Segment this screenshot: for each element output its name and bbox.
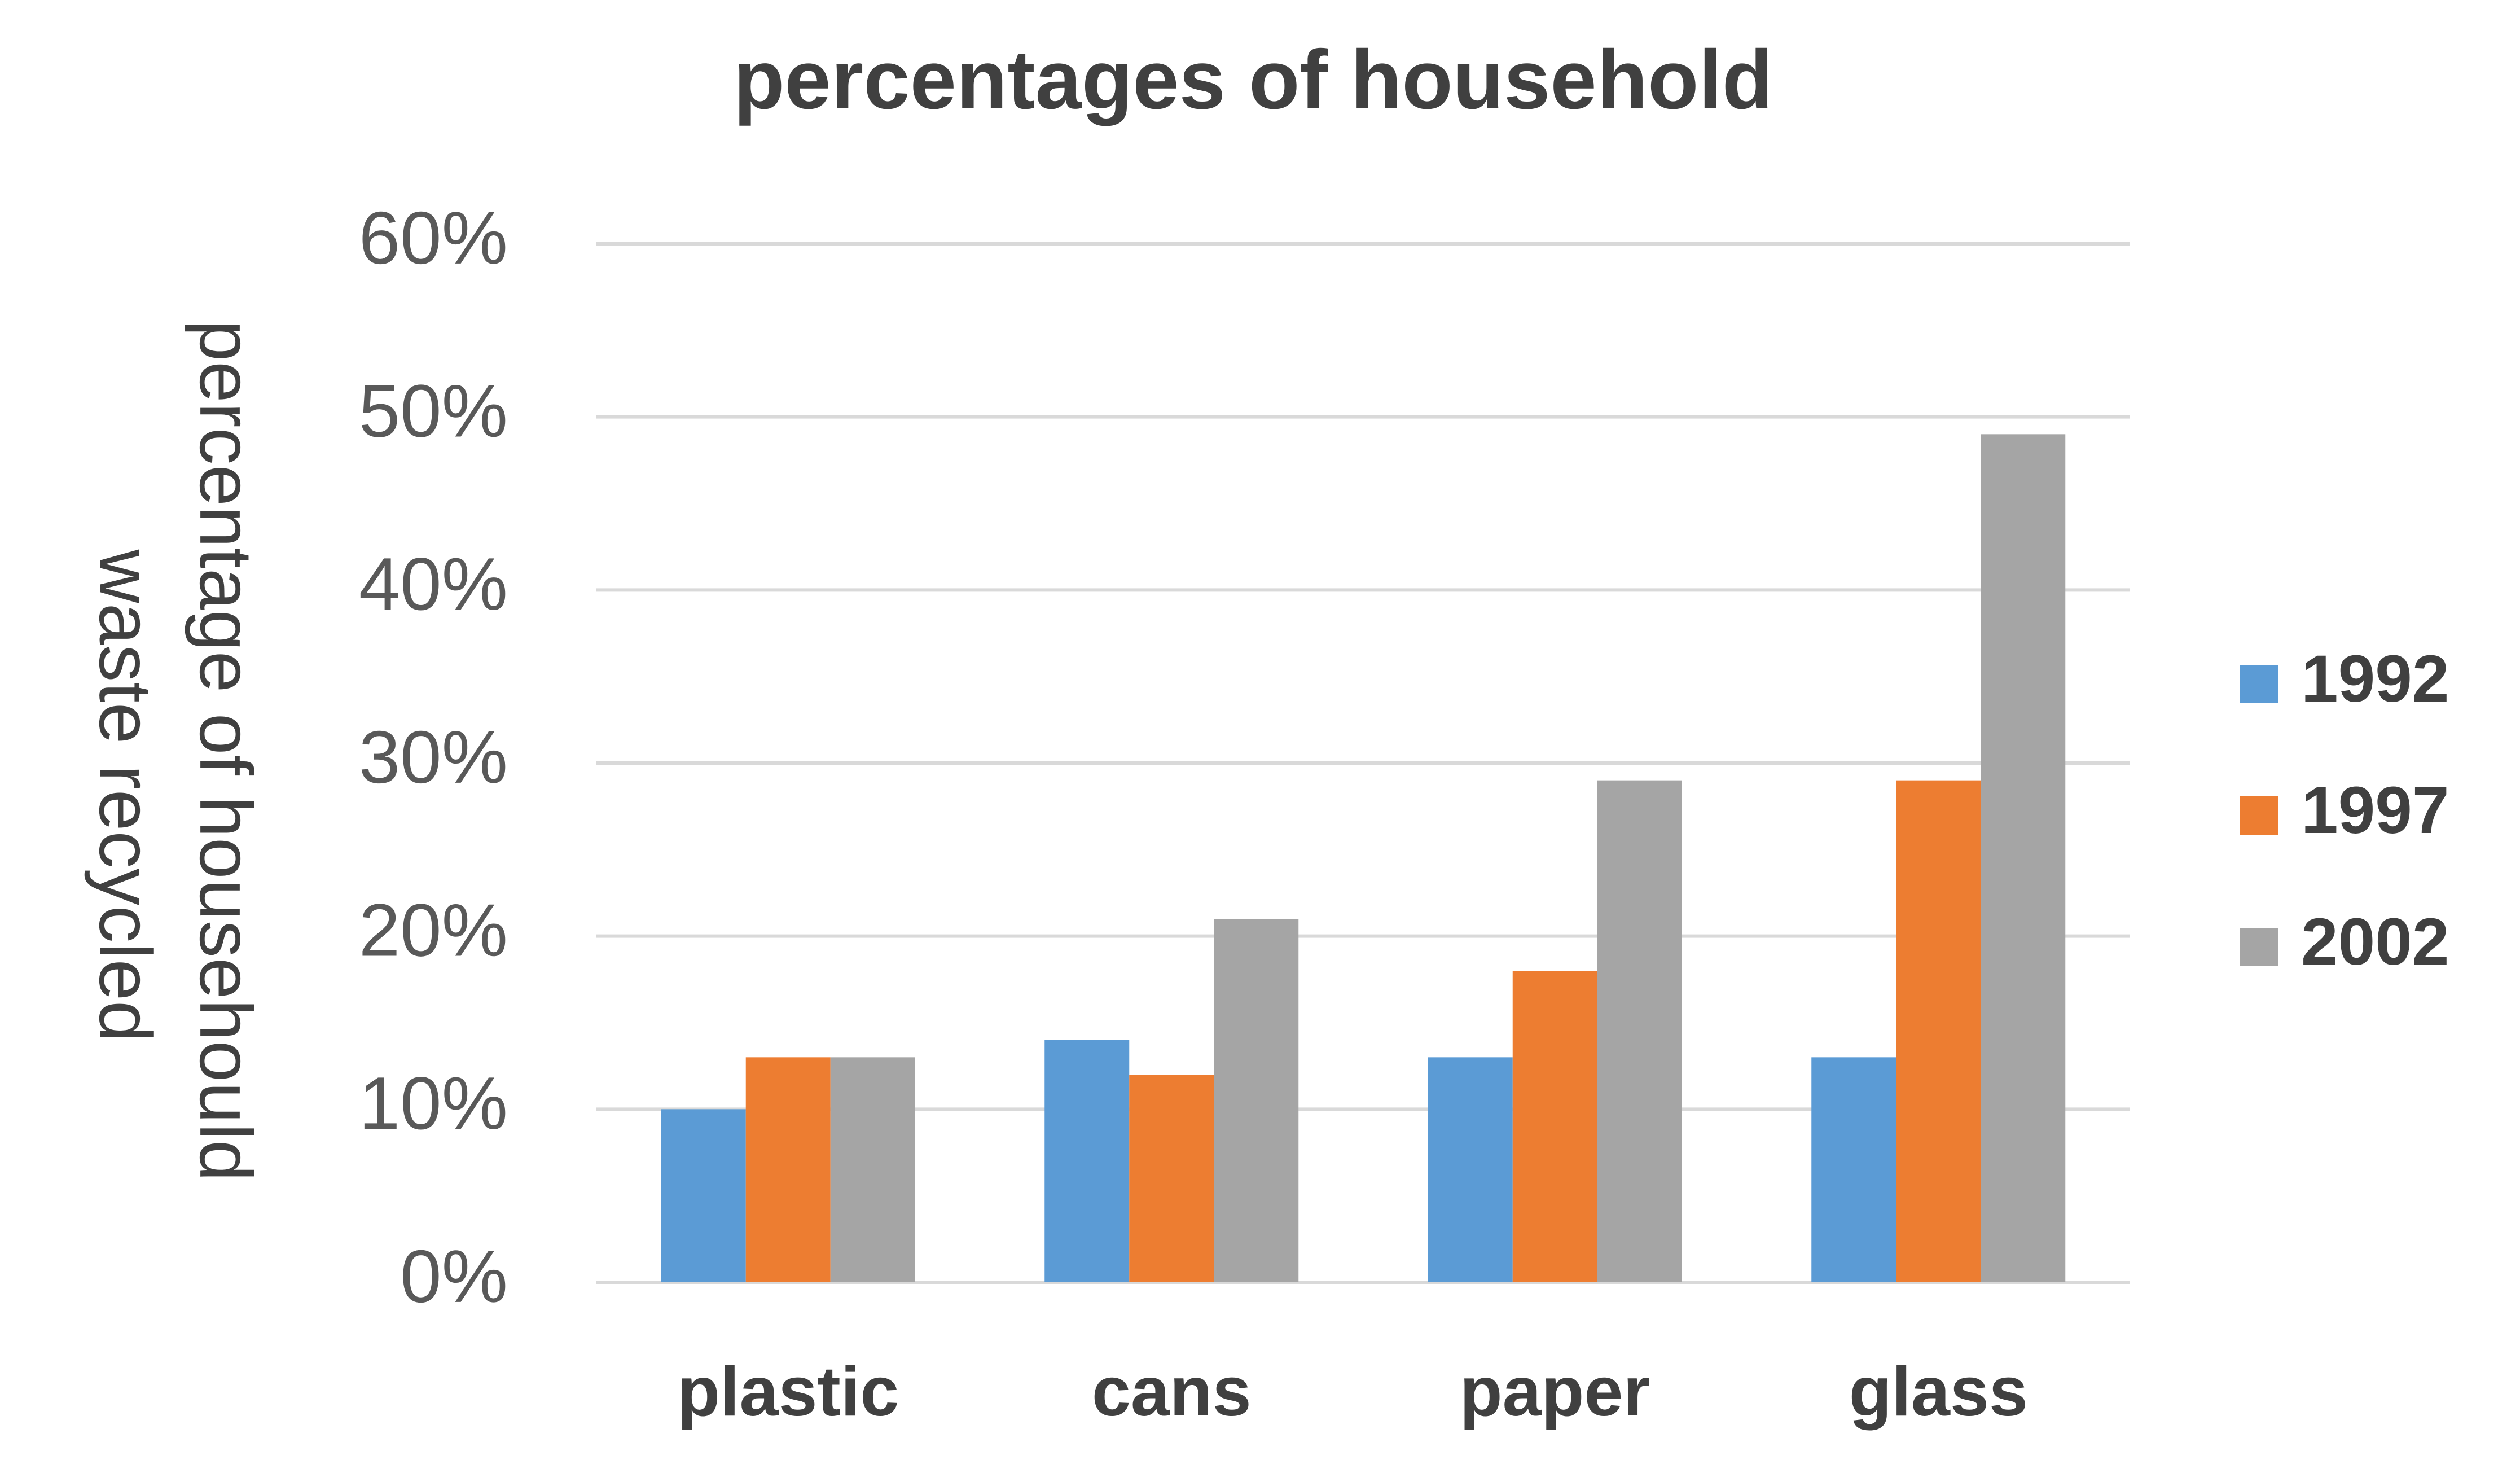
bar-cans-1997 <box>1129 1075 1214 1282</box>
legend-label: 2002 <box>2301 905 2449 979</box>
chart-title: percentages of household <box>734 33 1773 126</box>
y-tick-label: 0% <box>400 1235 508 1318</box>
y-tick-label: 10% <box>359 1062 508 1145</box>
bar-cans-1992 <box>1044 1040 1130 1282</box>
x-tick-label: paper <box>1460 1353 1650 1431</box>
legend-swatch-2002 <box>2240 928 2278 966</box>
bar-paper-1992 <box>1428 1057 1513 1282</box>
bar-plastic-1997 <box>745 1057 831 1282</box>
y-axis-title-line-2: waste recycled <box>84 549 167 1042</box>
y-axis-ticks: 0% 10% 20% 30% 40% 50% 60% <box>359 196 508 1318</box>
legend-swatch-1992 <box>2240 665 2278 703</box>
y-tick-label: 20% <box>359 889 508 972</box>
bar-glass-2002 <box>1981 434 2066 1283</box>
bar-paper-1997 <box>1512 971 1597 1282</box>
y-tick-label: 30% <box>359 716 508 799</box>
legend-label: 1992 <box>2301 642 2449 716</box>
bar-paper-2002 <box>1597 780 1682 1282</box>
y-tick-label: 40% <box>359 542 508 625</box>
bar-glass-1997 <box>1896 780 1981 1282</box>
x-axis-labels: plastic cans paper glass <box>677 1353 2027 1431</box>
y-tick-label: 50% <box>359 370 508 453</box>
legend: 1992 1997 2002 <box>2240 642 2449 979</box>
x-tick-label: cans <box>1092 1353 1252 1431</box>
y-axis-title: percentage of househould waste recycled <box>84 320 267 1182</box>
legend-label: 1997 <box>2301 773 2449 848</box>
bars <box>661 434 2066 1283</box>
x-tick-label: glass <box>1849 1353 2028 1431</box>
bar-plastic-2002 <box>830 1057 915 1282</box>
y-axis-title-line-1: percentage of househould <box>185 320 267 1182</box>
x-tick-label: plastic <box>677 1353 899 1431</box>
bar-glass-1992 <box>1811 1057 1896 1282</box>
y-tick-label: 60% <box>359 196 508 279</box>
legend-swatch-1997 <box>2240 796 2278 835</box>
bar-cans-2002 <box>1214 919 1299 1282</box>
bar-plastic-1992 <box>661 1109 746 1282</box>
